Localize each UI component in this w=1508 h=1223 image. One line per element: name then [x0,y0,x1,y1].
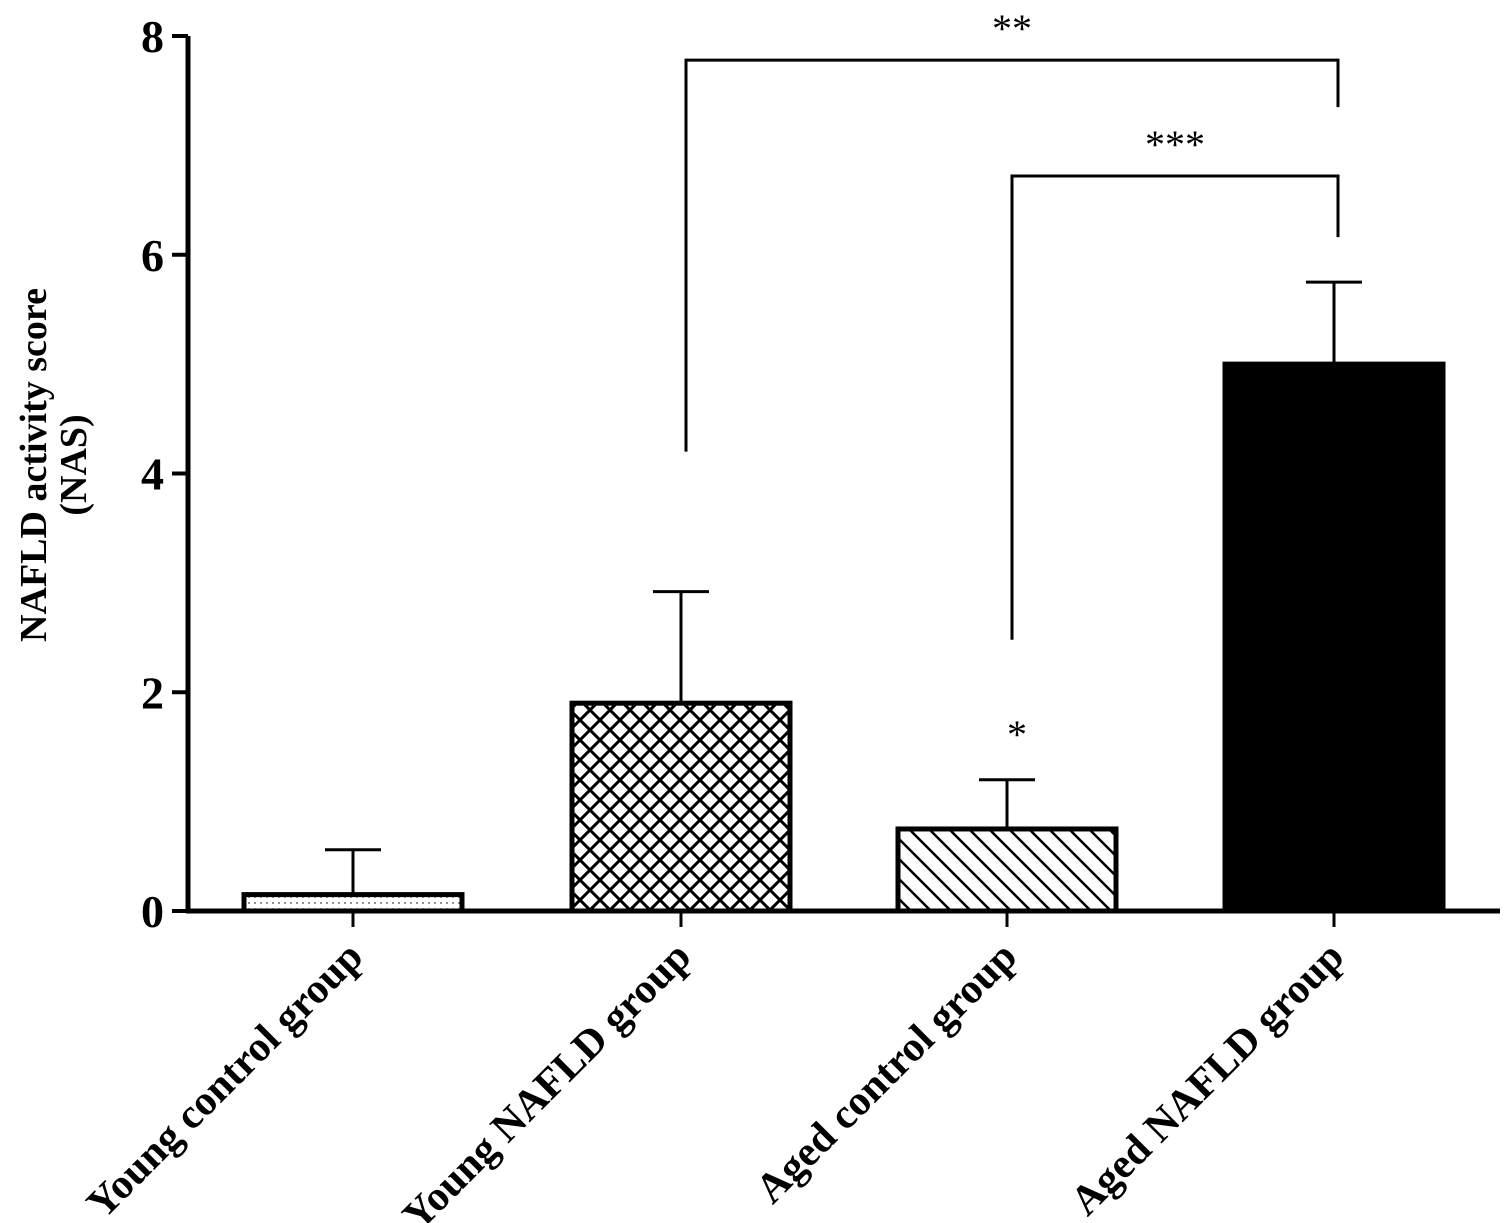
significance-bracket-1 [1010,174,1340,640]
x-tick-labels: Young control group Young NAFLD group Aged… [78,934,1353,1223]
x-tick-label-3: Aged NAFLD group [1062,934,1353,1223]
significance-group: ***** [684,6,1340,640]
y-axis-title: NAFLD activity score (NAS) [13,288,95,642]
y-tick-label-0: 0 [141,886,164,937]
significance-label-0: ** [992,6,1032,51]
y-tick-label-2: 4 [141,449,164,500]
y-axis-title-line-1: NAFLD activity score [13,288,55,642]
bar-2 [895,826,1119,914]
bar-group [241,361,1446,914]
y-tick-label-3: 6 [141,230,164,281]
bar-3 [1222,361,1446,914]
significance-label-1: *** [1145,122,1205,167]
significance-bracket-0 [684,58,1340,452]
significance-star: * [1007,712,1027,757]
y-ticks: 0 2 4 6 8 [141,11,188,937]
x-tick-label-2: Aged control group [747,934,1026,1213]
bar-1 [569,700,793,914]
x-tick-label-1: Young NAFLD group [394,934,700,1223]
x-tick-label-0: Young control group [78,934,372,1223]
error-bar-group: * [325,280,1362,895]
y-tick-label-4: 8 [141,11,164,62]
y-axis-title-line-2: (NAS) [53,414,95,515]
y-tick-label-1: 2 [141,667,164,718]
